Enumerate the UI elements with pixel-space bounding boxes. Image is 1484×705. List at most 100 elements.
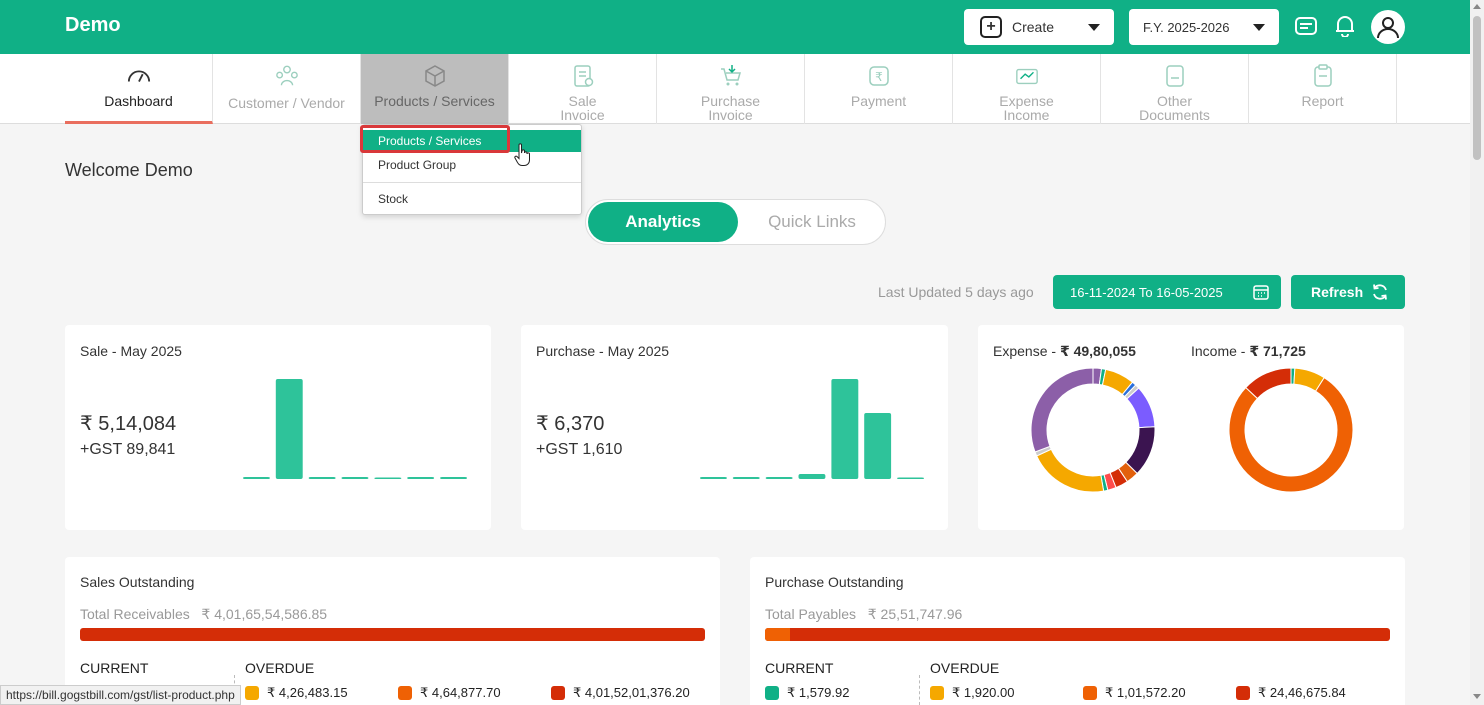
legend-item: ₹ 1,579.92 bbox=[765, 685, 850, 701]
legend-item: ₹ 4,64,877.70 bbox=[398, 685, 501, 701]
scroll-thumb[interactable] bbox=[1473, 16, 1481, 160]
nav-report[interactable]: Report bbox=[1249, 54, 1397, 124]
legend-swatch bbox=[1236, 686, 1250, 700]
document-icon bbox=[1163, 64, 1187, 88]
box-icon bbox=[423, 64, 447, 88]
nav-label: Expense bbox=[999, 93, 1054, 109]
sale-gst: +GST 89,841 bbox=[80, 441, 176, 458]
receivables-bar bbox=[80, 628, 705, 641]
legend-value: ₹ 4,26,483.15 bbox=[267, 685, 348, 700]
nav-expense-income[interactable]: Expense Income bbox=[953, 54, 1101, 124]
legend-swatch bbox=[1083, 686, 1097, 700]
nav-label: Report bbox=[1301, 93, 1344, 109]
plus-icon: + bbox=[980, 16, 1002, 38]
legend-value: ₹ 1,01,572.20 bbox=[1105, 685, 1186, 700]
payables-current-fill bbox=[765, 628, 790, 641]
total-receivables: Total Receivables ₹ 4,01,65,54,586.85 bbox=[80, 606, 327, 623]
nav-label-2: Documents bbox=[1139, 107, 1210, 123]
nav-products-services[interactable]: Products / Services bbox=[361, 54, 509, 124]
tab-quick-links[interactable]: Quick Links bbox=[768, 212, 856, 231]
sales-outstanding-card: Sales Outstanding Total Receivables ₹ 4,… bbox=[65, 557, 720, 705]
nav-payment[interactable]: ₹ Payment bbox=[805, 54, 953, 124]
cart-icon bbox=[719, 64, 743, 88]
status-bar-url: https://bill.gogstbill.com/gst/list-prod… bbox=[0, 685, 241, 705]
menu-item-stock[interactable]: Stock bbox=[378, 192, 409, 206]
purchase-amount: ₹ 6,370 bbox=[536, 413, 605, 435]
legend-value: ₹ 1,579.92 bbox=[787, 685, 850, 700]
nav-label: Dashboard bbox=[104, 93, 173, 109]
nav-label: Customer / Vendor bbox=[228, 95, 345, 111]
purchase-card: Purchase - May 2025 ₹ 6,370 +GST 1,610 bbox=[521, 325, 948, 530]
chart-bar bbox=[374, 477, 402, 479]
invoice-icon bbox=[571, 64, 595, 88]
scroll-up-icon[interactable] bbox=[1473, 4, 1481, 9]
chart-bar bbox=[700, 477, 727, 479]
legend-item: ₹ 1,920.00 bbox=[930, 685, 1015, 701]
purchase-card-title: Purchase - May 2025 bbox=[536, 343, 670, 359]
refresh-label: Refresh bbox=[1311, 284, 1364, 300]
donut-slice bbox=[1036, 448, 1105, 493]
users-icon bbox=[275, 64, 299, 88]
menu-item-products-services[interactable]: Products / Services bbox=[363, 130, 581, 152]
purchase-outstanding-title: Purchase Outstanding bbox=[765, 574, 904, 590]
nav-label: Purchase bbox=[700, 93, 761, 109]
nav-other-documents[interactable]: Other Documents bbox=[1101, 54, 1249, 124]
menu-item-product-group[interactable]: Product Group bbox=[378, 158, 457, 172]
nav-label: Other bbox=[1156, 93, 1192, 109]
legend-swatch bbox=[245, 686, 259, 700]
chart-bar bbox=[831, 379, 859, 479]
current-heading: CURRENT bbox=[80, 660, 149, 676]
bell-icon[interactable] bbox=[1332, 13, 1358, 39]
main-nav: Dashboard Customer / Vendor Products / S… bbox=[0, 54, 1470, 124]
rupee-icon: ₹ bbox=[867, 64, 891, 88]
expense-income-card: Expense - ₹ 49,80,055 Income - ₹ 71,725 bbox=[978, 325, 1404, 530]
payables-bar bbox=[765, 628, 1390, 641]
sale-bar-chart bbox=[243, 379, 467, 479]
nav-label: Payment bbox=[850, 93, 907, 109]
calendar-icon bbox=[1253, 284, 1269, 303]
products-dropdown-menu: Products / Services Product Group Stock bbox=[362, 124, 582, 215]
purchase-outstanding-card: Purchase Outstanding Total Payables ₹ 25… bbox=[750, 557, 1405, 705]
refresh-button[interactable]: Refresh bbox=[1291, 275, 1405, 309]
income-value: ₹ 71,725 bbox=[1249, 343, 1306, 359]
chart-bar bbox=[864, 413, 892, 479]
nav-sale-invoice[interactable]: Sale Invoice bbox=[509, 54, 657, 124]
chart-bar bbox=[798, 474, 826, 479]
overdue-heading: OVERDUE bbox=[930, 660, 1000, 676]
chart-bar bbox=[440, 477, 467, 479]
income-donut-chart bbox=[1228, 367, 1354, 493]
refresh-icon bbox=[1371, 283, 1389, 304]
chart-bar bbox=[308, 477, 336, 479]
income-title: Income - ₹ 71,725 bbox=[1191, 343, 1306, 360]
legend-swatch bbox=[551, 686, 565, 700]
expense-donut-chart bbox=[1030, 367, 1156, 493]
nav-purchase-invoice[interactable]: Purchase Invoice bbox=[657, 54, 805, 124]
create-button[interactable]: + Create bbox=[964, 9, 1114, 45]
nav-label-2: Income bbox=[1003, 107, 1050, 123]
scrollbar[interactable] bbox=[1470, 0, 1484, 705]
legend-value: ₹ 4,64,877.70 bbox=[420, 685, 501, 700]
gauge-icon bbox=[127, 64, 151, 88]
legend-item: ₹ 4,26,483.15 bbox=[245, 685, 348, 701]
current-heading: CURRENT bbox=[765, 660, 834, 676]
tab-analytics[interactable]: Analytics bbox=[588, 202, 738, 242]
chart-bar bbox=[275, 379, 303, 479]
legend-item: ₹ 24,46,675.84 bbox=[1236, 685, 1346, 701]
brand-logo[interactable]: Demo bbox=[65, 14, 121, 36]
user-avatar-icon[interactable] bbox=[1371, 10, 1405, 44]
legend-swatch bbox=[765, 686, 779, 700]
scroll-down-icon[interactable] bbox=[1473, 694, 1481, 699]
nav-customer-vendor[interactable]: Customer / Vendor bbox=[213, 54, 361, 124]
legend-item: ₹ 1,01,572.20 bbox=[1083, 685, 1186, 701]
legend-value: ₹ 1,920.00 bbox=[952, 685, 1015, 700]
chart-bar bbox=[897, 477, 924, 479]
keyboard-icon[interactable] bbox=[1293, 13, 1319, 39]
chevron-down-icon bbox=[1253, 24, 1265, 31]
sale-card-title: Sale - May 2025 bbox=[80, 343, 182, 359]
view-toggle: Analytics Quick Links bbox=[585, 199, 886, 245]
nav-dashboard[interactable]: Dashboard bbox=[65, 54, 213, 124]
date-range-picker[interactable]: 16-11-2024 To 16-05-2025 bbox=[1053, 275, 1281, 309]
total-receivables-value: ₹ 4,01,65,54,586.85 bbox=[201, 606, 328, 622]
total-receivables-label: Total Receivables bbox=[80, 606, 190, 622]
fiscal-year-select[interactable]: F.Y. 2025-2026 bbox=[1129, 9, 1279, 45]
